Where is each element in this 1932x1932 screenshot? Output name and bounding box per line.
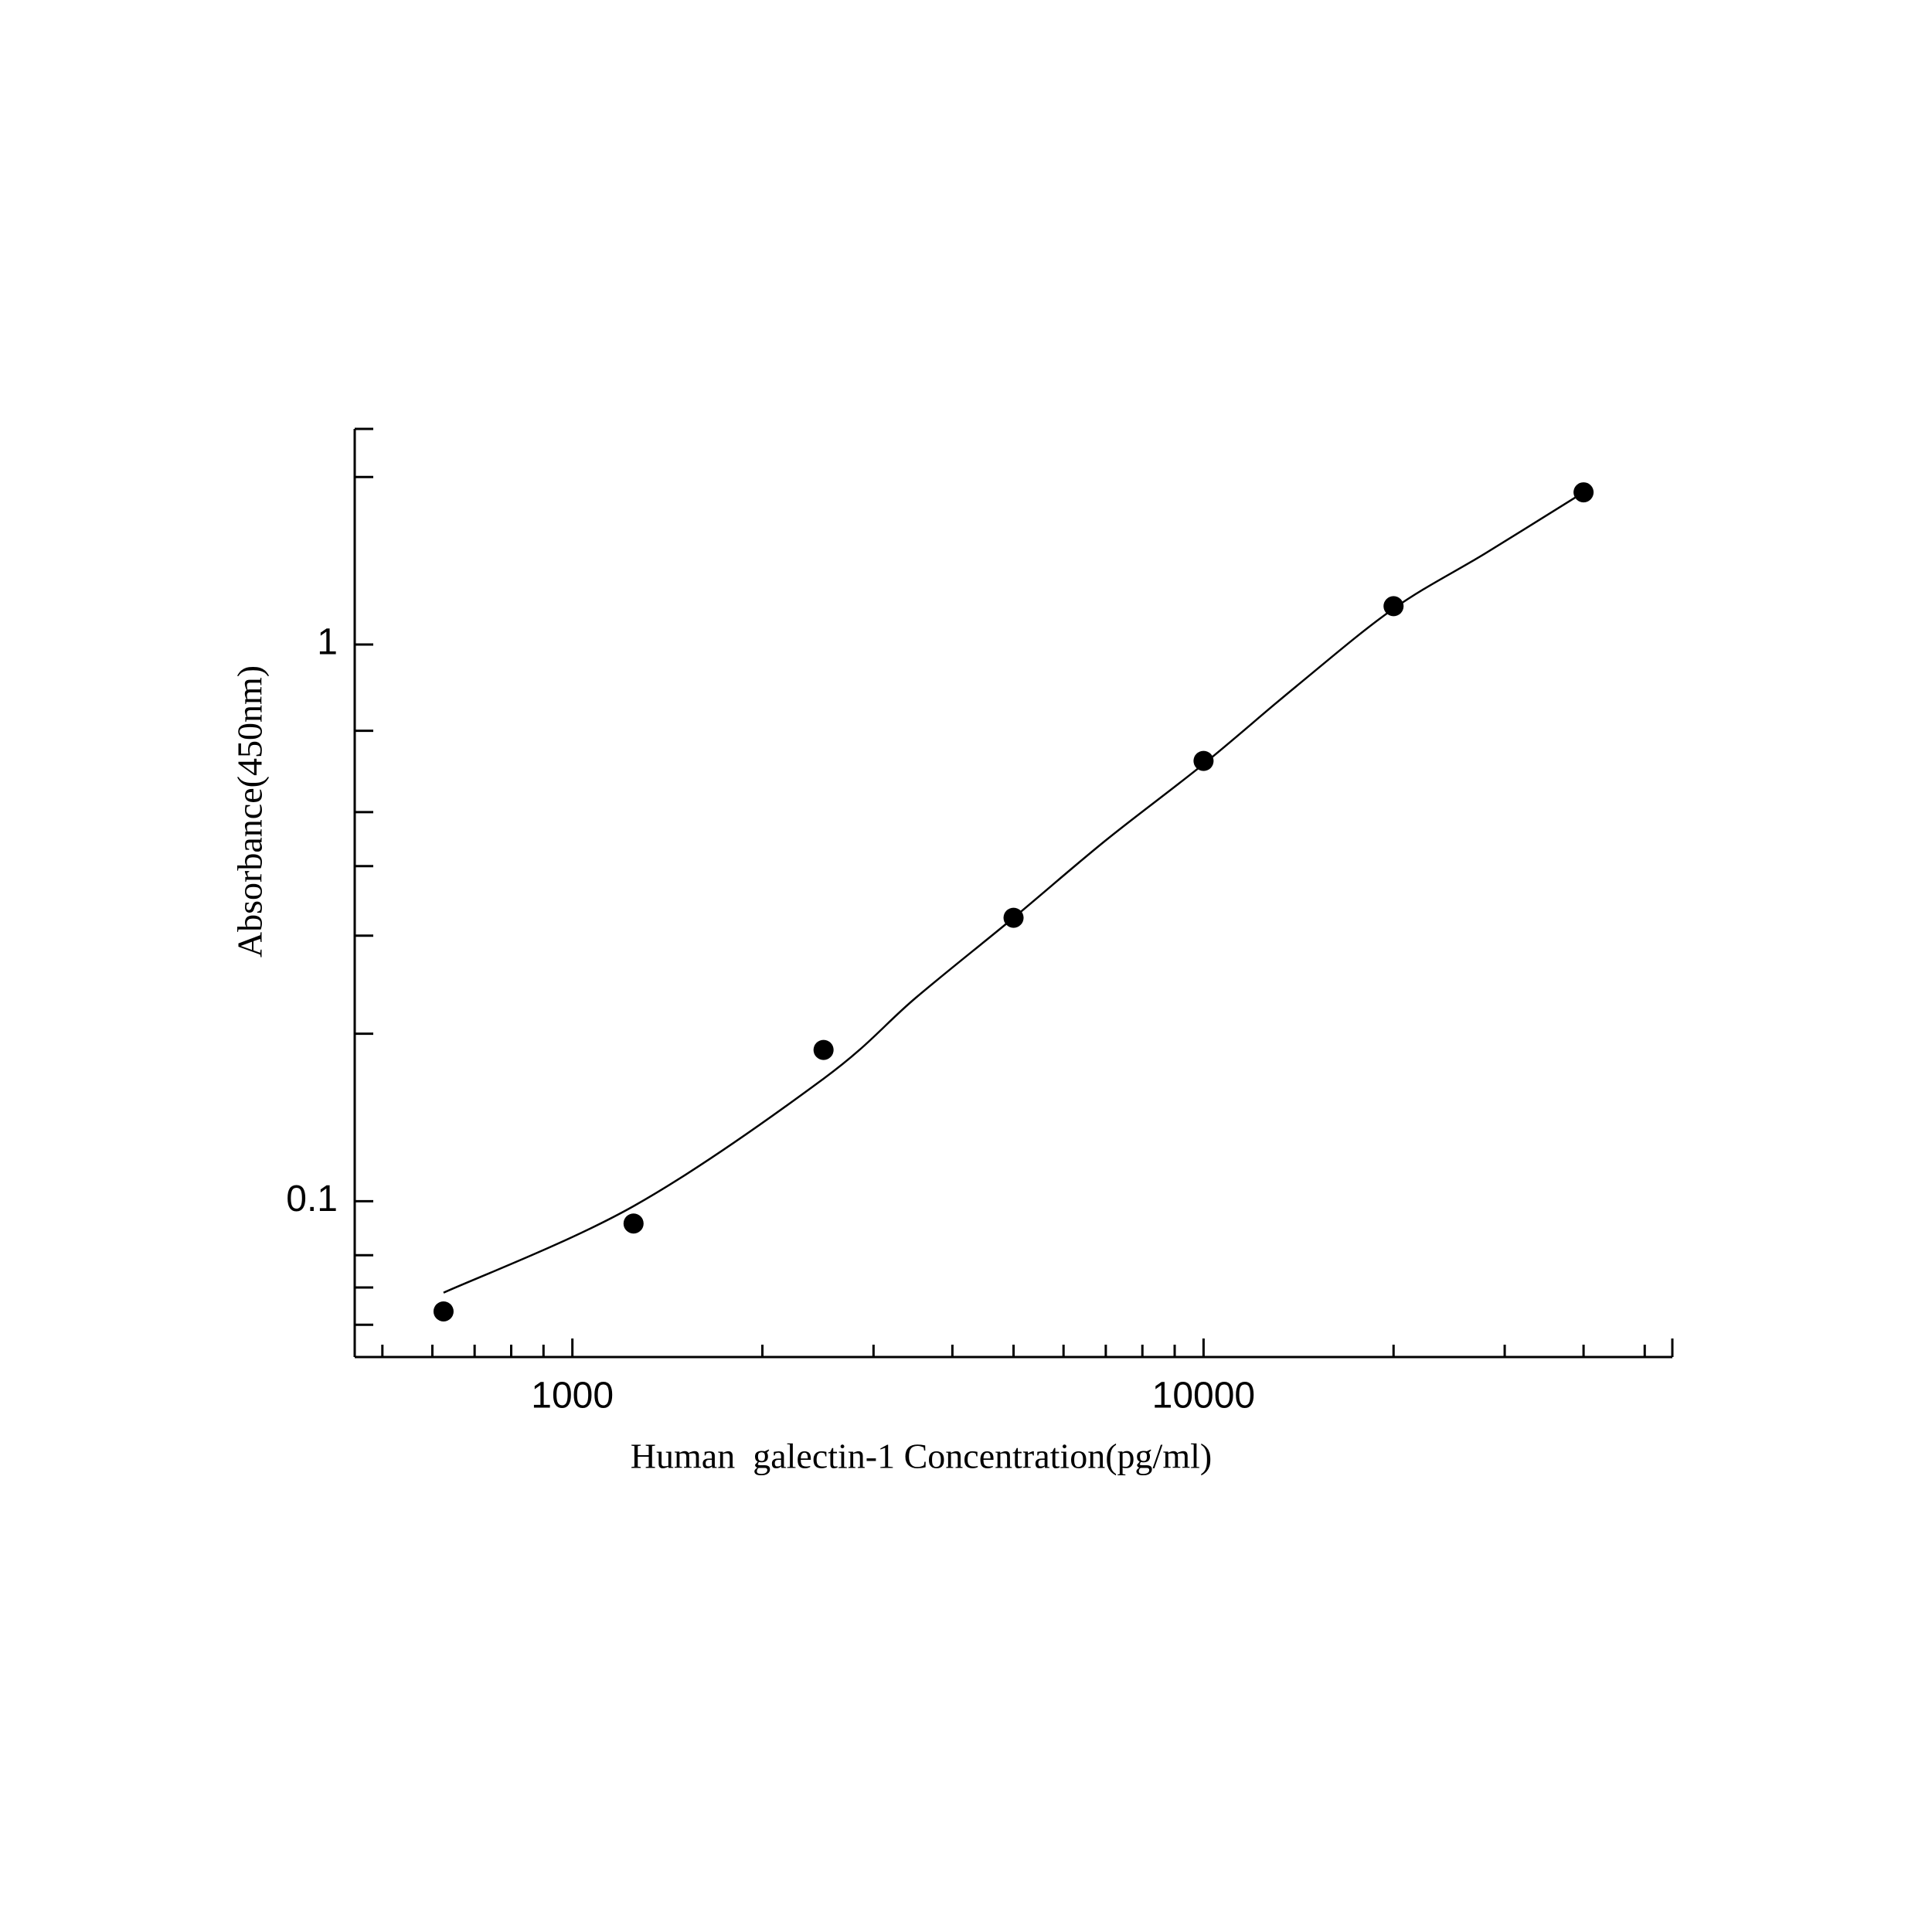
x-tick-label: 1000 [531, 1376, 614, 1417]
fit-curve [443, 492, 1584, 1294]
x-tick-label: 10000 [1152, 1376, 1255, 1417]
y-tick-label: 0.1 [286, 1179, 338, 1219]
y-tick-label: 1 [317, 622, 338, 663]
data-point [1193, 750, 1214, 771]
data-point [813, 1039, 834, 1060]
data-point [623, 1213, 644, 1234]
data-point [433, 1301, 454, 1321]
y-axis-title: Absorbance(450nm) [230, 665, 270, 957]
x-axis-title: Human galectin-1 Concentration(pg/ml) [631, 1437, 1212, 1476]
